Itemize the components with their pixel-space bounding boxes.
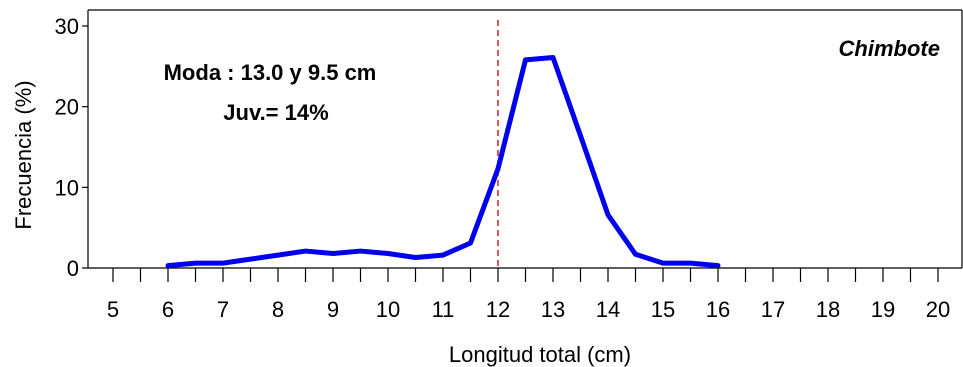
y-axis-title: Frecuencia (%) bbox=[11, 80, 36, 229]
x-axis-title: Longitud total (cm) bbox=[449, 342, 631, 367]
annotation-juveniles: Juv.= 14% bbox=[223, 100, 328, 125]
x-tick-label-16: 16 bbox=[706, 297, 730, 322]
x-tick-label-12: 12 bbox=[486, 297, 510, 322]
series-line bbox=[165, 54, 721, 269]
x-tick-label-17: 17 bbox=[761, 297, 785, 322]
y-tick-label-10: 10 bbox=[55, 175, 79, 200]
y-axis-ticks: 0 10 20 30 bbox=[55, 14, 88, 281]
annotation-moda: Moda : 13.0 y 9.5 cm bbox=[164, 60, 377, 85]
x-tick-label-20: 20 bbox=[926, 297, 950, 322]
x-tick-label-5: 5 bbox=[107, 297, 119, 322]
x-axis-ticks: 5 6 7 8 9 10 11 12 13 14 15 16 17 18 19 20 bbox=[107, 268, 950, 322]
x-tick-label-8: 8 bbox=[272, 297, 284, 322]
y-tick-label-20: 20 bbox=[55, 95, 79, 120]
x-tick-label-15: 15 bbox=[651, 297, 675, 322]
x-tick-label-9: 9 bbox=[327, 297, 339, 322]
x-tick-label-11: 11 bbox=[432, 297, 455, 322]
x-tick-label-14: 14 bbox=[596, 297, 620, 322]
y-tick-label-0: 0 bbox=[67, 256, 79, 281]
x-tick-label-7: 7 bbox=[217, 297, 229, 322]
x-tick-label-19: 19 bbox=[871, 297, 895, 322]
site-label: Chimbote bbox=[839, 36, 940, 61]
x-tick-label-10: 10 bbox=[376, 297, 400, 322]
x-tick-label-13: 13 bbox=[541, 297, 565, 322]
x-tick-label-6: 6 bbox=[162, 297, 174, 322]
x-tick-label-18: 18 bbox=[816, 297, 840, 322]
y-tick-label-30: 30 bbox=[55, 14, 79, 39]
